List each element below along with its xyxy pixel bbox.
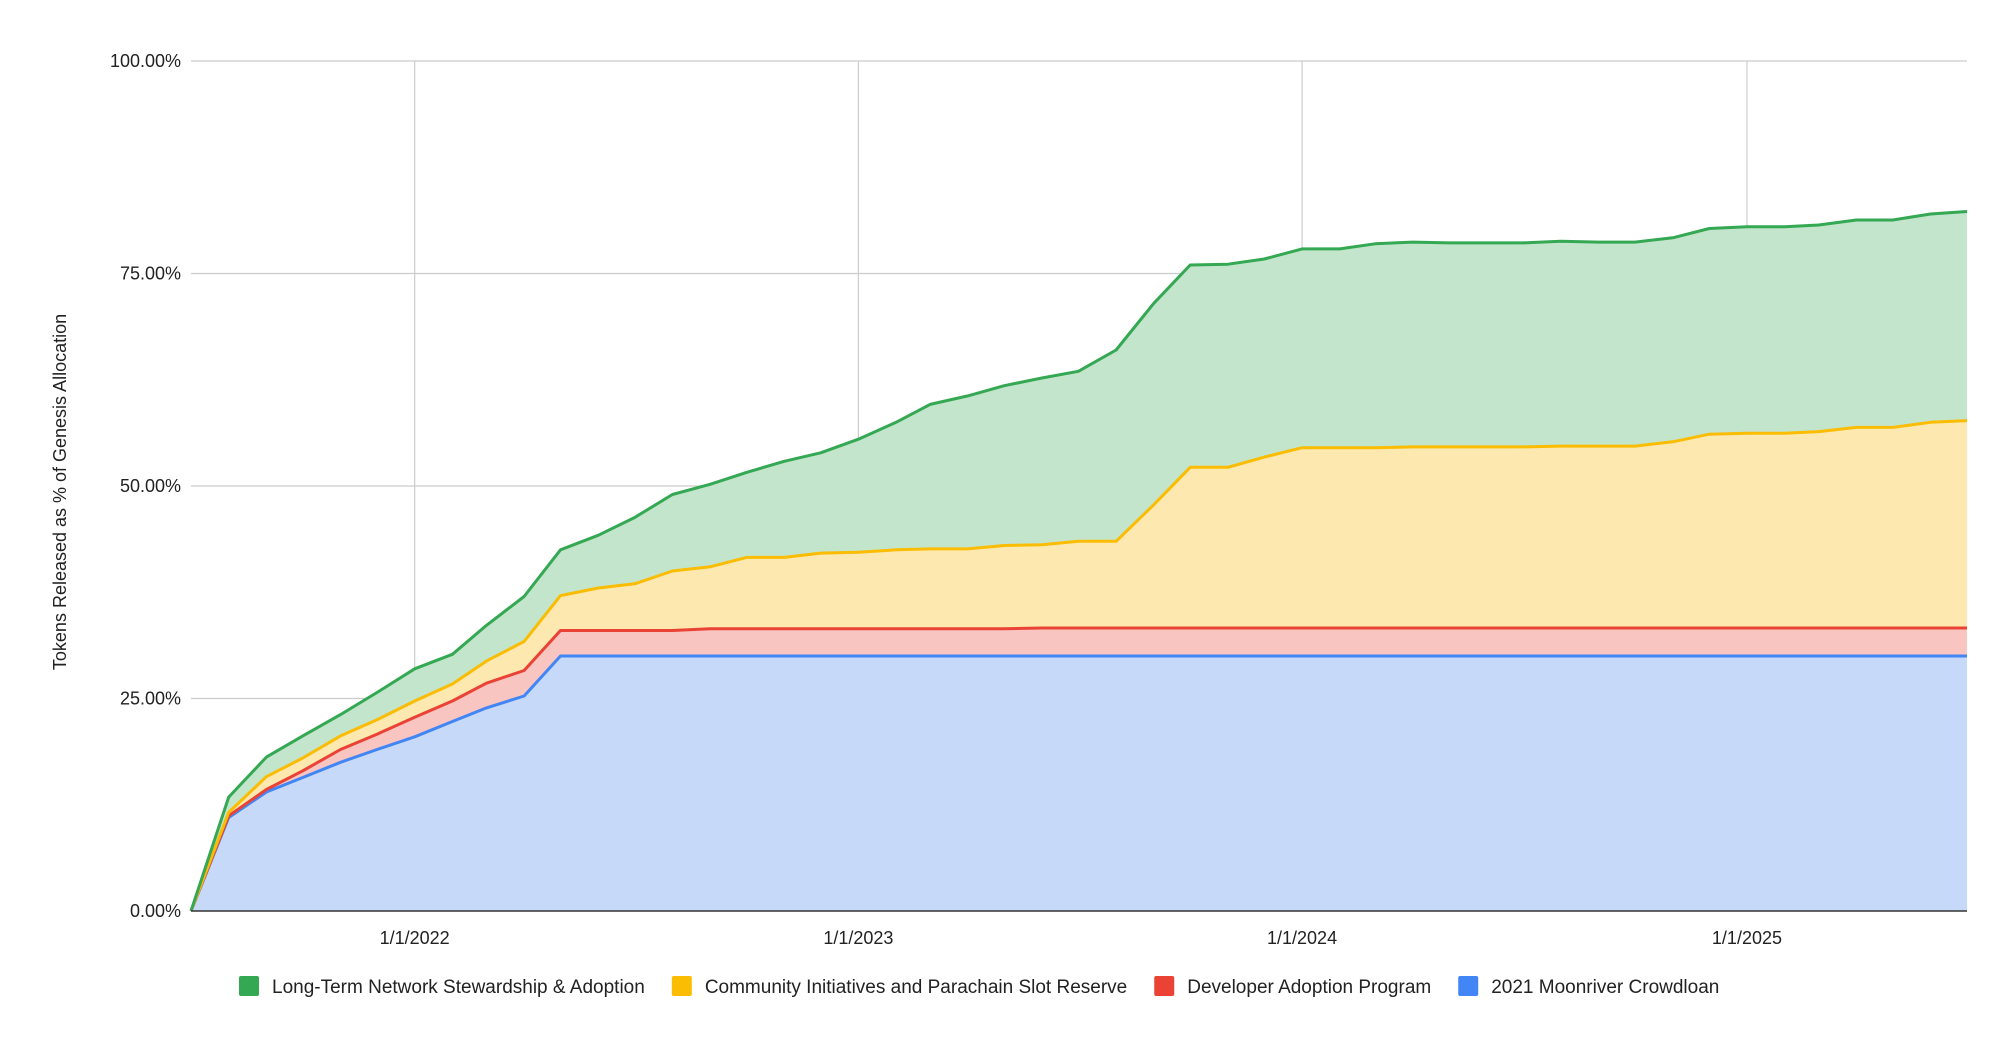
y-axis-title: Tokens Released as % of Genesis Allocati… xyxy=(50,314,70,670)
series-lines xyxy=(189,210,1968,912)
legend-swatch xyxy=(239,976,259,996)
area-community-initiatives-and-parachain-slot-reserve xyxy=(191,420,1967,911)
legend-label: 2021 Moonriver Crowdloan xyxy=(1491,977,1719,998)
y-tick-label: 100.00% xyxy=(110,51,181,71)
x-tick-label: 1/1/2024 xyxy=(1267,928,1337,948)
legend-label: Long-Term Network Stewardship & Adoption xyxy=(272,977,645,998)
legend-label: Community Initiatives and Parachain Slot… xyxy=(705,977,1127,998)
series-areas xyxy=(191,211,1967,911)
legend: Long-Term Network Stewardship & Adoption… xyxy=(239,976,1719,998)
legend-item-long-term-network-stewardship-adoption: Long-Term Network Stewardship & Adoption xyxy=(239,976,645,998)
line-developer-adoption-program xyxy=(189,626,1967,912)
legend-item-community-initiatives-and-parachain-slot-reserve: Community Initiatives and Parachain Slot… xyxy=(671,976,1127,998)
legend-item-2021-moonriver-crowdloan: 2021 Moonriver Crowdloan xyxy=(1458,976,1719,998)
legend-swatch xyxy=(671,976,692,996)
x-axis-ticks: 1/1/2022 1/1/2023 1/1/2024 1/1/2025 xyxy=(380,928,1782,948)
area-long-term-network-stewardship-adoption xyxy=(191,211,1967,911)
x-tick-label: 1/1/2022 xyxy=(380,928,450,948)
legend-swatch xyxy=(1458,976,1479,996)
line-long-term-network-stewardship-adoption xyxy=(189,210,1968,912)
line-community-initiatives-and-parachain-slot-reserve xyxy=(189,419,1968,912)
y-tick-label: 0.00% xyxy=(130,901,181,921)
line-2021-moonriver-crowdloan xyxy=(189,654,1967,912)
y-tick-label: 75.00% xyxy=(120,264,181,284)
y-tick-label: 25.00% xyxy=(120,689,181,709)
legend-swatch xyxy=(1154,976,1175,996)
y-axis-ticks: 0.00% 25.00% 50.00% 75.00% 100.00% xyxy=(110,51,181,921)
legend-item-developer-adoption-program: Developer Adoption Program xyxy=(1154,976,1431,998)
y-tick-label: 50.00% xyxy=(120,476,181,496)
area-2021-moonriver-crowdloan xyxy=(191,656,1967,911)
legend-label: Developer Adoption Program xyxy=(1187,977,1431,998)
x-tick-label: 1/1/2025 xyxy=(1712,928,1782,948)
x-tick-label: 1/1/2023 xyxy=(823,928,893,948)
